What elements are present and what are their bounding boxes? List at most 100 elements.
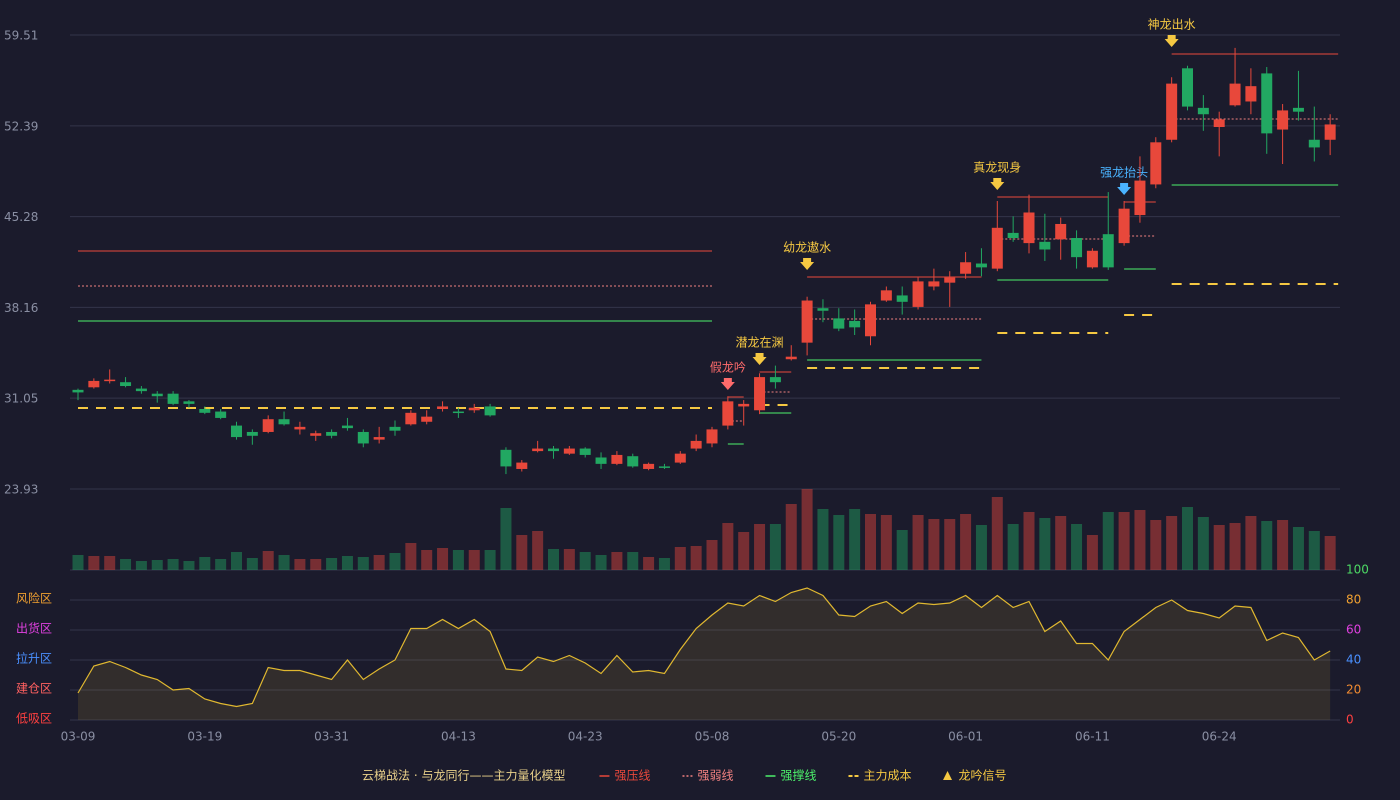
candle-body <box>1197 107 1209 115</box>
candle-body <box>896 295 908 302</box>
volume-bar <box>706 540 718 570</box>
volume-bar <box>595 555 607 570</box>
candle-body <box>960 262 972 274</box>
candle-body <box>1182 68 1193 107</box>
candle-body <box>421 416 433 422</box>
volume-bar <box>658 558 670 570</box>
legend: 云梯战法 · 与龙同行——主力量化模型 强压线 强弱线 强撑线 主力成本 龙吟信号 <box>362 768 1007 783</box>
y-tick-label: 52.39 <box>4 119 38 133</box>
x-tick-label: 03-31 <box>314 730 349 744</box>
indicator-tick-label: 40 <box>1346 653 1361 667</box>
volume-bar <box>421 550 433 570</box>
volume-bar <box>405 543 417 570</box>
indicator-area <box>78 588 1331 720</box>
volume-bar <box>484 550 496 570</box>
signal-label: 强龙抬头 <box>1100 166 1148 180</box>
volume-bar <box>865 514 876 570</box>
signal-arrow <box>1117 183 1132 196</box>
candle-body <box>151 393 163 397</box>
volume-bar <box>1150 520 1162 570</box>
candle-body <box>532 448 544 452</box>
candle-body <box>706 429 718 444</box>
volume-bar <box>975 525 987 570</box>
volume-bar <box>817 509 829 570</box>
volume-bar <box>563 549 575 570</box>
x-tick-label: 03-19 <box>187 730 222 744</box>
volume-bar <box>1182 507 1193 570</box>
candle-body <box>1102 234 1114 268</box>
candle-body <box>1166 83 1178 140</box>
candle-body <box>215 411 227 418</box>
candle-body <box>326 431 338 436</box>
candle-body <box>437 406 449 409</box>
volume-bar <box>532 531 544 570</box>
volume-bar <box>437 548 449 570</box>
candle-body <box>468 407 480 411</box>
candle-body <box>183 401 195 404</box>
y-tick-label: 45.28 <box>4 210 38 224</box>
signal-arrow <box>800 258 815 271</box>
volume-bar <box>516 535 528 570</box>
candle-body <box>912 281 924 307</box>
band-label: 风险区 <box>16 591 52 606</box>
legend-label: 主力成本 <box>864 769 912 783</box>
band-label: 建仓区 <box>16 682 52 696</box>
indicator-tick-label: 80 <box>1346 593 1361 607</box>
volume-bar <box>1308 531 1320 570</box>
volume-bar <box>88 556 100 570</box>
candle-body <box>1308 139 1320 148</box>
volume-bar <box>1055 516 1067 570</box>
volume-bar <box>769 524 781 570</box>
y-tick-label: 38.16 <box>4 301 38 315</box>
volume-bar <box>1166 516 1178 570</box>
legend-label: 龙吟信号 <box>959 768 1007 783</box>
volume-bar <box>500 508 512 570</box>
candle-body <box>1086 250 1098 268</box>
volume-bar <box>294 559 306 570</box>
x-tick-label: 06-11 <box>1075 730 1110 744</box>
volume-bar <box>944 519 956 570</box>
candle-body <box>1055 223 1067 240</box>
candle-body <box>167 393 179 404</box>
legend-title: 云梯战法 · 与龙同行——主力量化模型 <box>362 769 565 783</box>
volume-bar <box>801 489 813 570</box>
candle-body <box>944 277 956 283</box>
volume-bar <box>896 530 908 570</box>
candle-body <box>595 457 607 464</box>
signal-arrow <box>990 178 1005 191</box>
x-tick-label: 06-01 <box>948 730 983 744</box>
candle-body <box>500 449 512 467</box>
volume-bar <box>674 547 686 570</box>
x-tick-label: 03-09 <box>61 730 96 744</box>
volume-bar <box>1261 521 1273 570</box>
candle-body <box>135 388 147 392</box>
candle-body <box>104 379 116 382</box>
candle-body <box>246 431 258 436</box>
x-tick-label: 04-13 <box>441 730 476 744</box>
candle-body <box>405 412 417 425</box>
signal-label: 潜龙在渊 <box>736 335 784 349</box>
volume-bar <box>880 515 892 570</box>
candle-body <box>1277 110 1289 130</box>
volume-bar <box>1277 520 1289 570</box>
volume-bar <box>785 504 797 570</box>
candle-body <box>627 456 639 467</box>
candle-body <box>1245 86 1257 102</box>
volume-bar <box>833 515 845 570</box>
signal-label: 假龙吟 <box>710 360 746 375</box>
volume-bar <box>1007 524 1019 570</box>
volume-bar <box>183 561 195 570</box>
volume-bar <box>104 556 116 570</box>
legend-label: 强撑线 <box>780 768 816 783</box>
volume-bar <box>754 524 766 570</box>
volume-bar <box>452 550 464 570</box>
volume-bar <box>738 532 750 570</box>
candle-body <box>199 408 211 413</box>
band-label: 低吸区 <box>16 712 52 726</box>
candle-body <box>849 320 861 328</box>
volume-bar <box>357 557 369 570</box>
volume-bar <box>1039 518 1051 570</box>
candle-body <box>1071 238 1083 258</box>
volume-bar <box>326 558 338 570</box>
candle-body <box>1261 73 1273 134</box>
